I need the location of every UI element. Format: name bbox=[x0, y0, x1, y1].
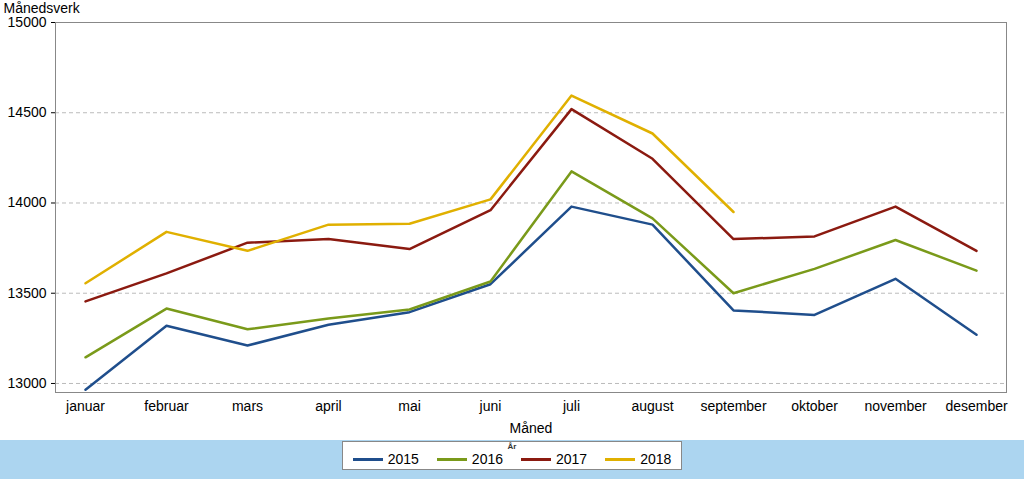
svg-text:15000: 15000 bbox=[7, 14, 47, 30]
svg-text:oktober: oktober bbox=[791, 398, 838, 414]
html-text:2018: 2018 bbox=[640, 451, 672, 467]
svg-text:august: august bbox=[631, 398, 673, 414]
svg-text:februar: februar bbox=[144, 398, 189, 414]
svg-text:mai: mai bbox=[398, 398, 421, 414]
svg-text:juli: juli bbox=[562, 398, 580, 414]
html-text:2017: 2017 bbox=[556, 451, 588, 467]
html-text:År: År bbox=[507, 442, 517, 451]
svg-text:14000: 14000 bbox=[8, 194, 47, 210]
svg-text:desember: desember bbox=[945, 398, 1008, 414]
svg-text:13000: 13000 bbox=[8, 375, 47, 391]
svg-text:juni: juni bbox=[479, 398, 502, 414]
svg-text:14500: 14500 bbox=[8, 104, 47, 120]
svg-text:april: april bbox=[315, 398, 341, 414]
svg-text:Månedsverk: Månedsverk bbox=[4, 0, 81, 16]
svg-text:mars: mars bbox=[232, 398, 263, 414]
svg-text:13500: 13500 bbox=[8, 285, 47, 301]
html-text:2016: 2016 bbox=[471, 451, 503, 467]
svg-text:Måned: Måned bbox=[510, 420, 553, 436]
svg-text:januar: januar bbox=[65, 398, 105, 414]
svg-text:september: september bbox=[700, 398, 766, 414]
svg-text:november: november bbox=[864, 398, 927, 414]
html-text:2015: 2015 bbox=[387, 451, 419, 467]
